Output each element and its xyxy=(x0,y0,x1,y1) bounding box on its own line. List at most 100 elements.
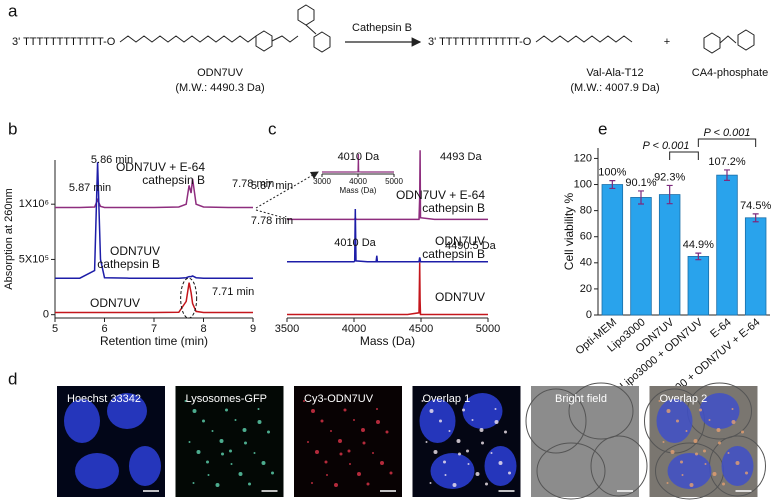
x-tick-label: 8 xyxy=(200,323,206,335)
structure xyxy=(271,35,299,43)
puncta xyxy=(693,439,698,443)
bar xyxy=(716,174,738,316)
puncta xyxy=(716,428,721,432)
y-tick-label: 60 xyxy=(580,231,592,243)
puncta xyxy=(745,471,748,475)
puncta xyxy=(681,474,684,476)
puncta xyxy=(494,408,497,410)
puncta xyxy=(727,452,730,454)
value-label: 74.5% xyxy=(740,200,771,212)
panel-label: d xyxy=(8,369,17,388)
puncta xyxy=(385,430,389,434)
puncta xyxy=(712,472,717,476)
puncta xyxy=(685,430,688,432)
strand: 3' TTTTTTTTTTTT-O xyxy=(12,36,116,48)
puncta xyxy=(196,450,201,454)
error-bar xyxy=(638,190,644,205)
y-tick-label: 120 xyxy=(574,152,592,164)
puncta xyxy=(330,430,332,432)
puncta xyxy=(248,482,251,486)
puncta xyxy=(467,463,470,465)
puncta xyxy=(658,400,661,402)
x-tick-label: 4500 xyxy=(409,323,433,335)
annotation: 7.78 min xyxy=(232,178,274,190)
x-tick-label: 9 xyxy=(250,323,256,335)
bracket xyxy=(669,151,699,160)
bar xyxy=(630,197,652,316)
inset-annotation: 4010 Da xyxy=(338,151,380,163)
bracket xyxy=(697,138,757,147)
ring xyxy=(297,4,315,26)
bar xyxy=(744,217,767,316)
series-label: ODN7UV + E-64 xyxy=(396,188,485,202)
annotation: 4010 Da xyxy=(334,237,376,249)
puncta xyxy=(741,430,744,434)
puncta xyxy=(338,439,342,443)
puncta xyxy=(362,441,366,445)
trace xyxy=(287,208,488,263)
puncta xyxy=(257,420,262,424)
puncta xyxy=(475,472,480,476)
strand: 3' TTTTTTTTTTTT-O xyxy=(428,36,532,48)
puncta xyxy=(443,460,446,464)
puncta xyxy=(504,430,507,434)
puncta xyxy=(207,474,210,476)
x-tick-label: 6 xyxy=(101,323,107,335)
y-tick-label: 5X10⁵ xyxy=(19,253,49,265)
structure xyxy=(719,35,737,44)
inset-tick-label: 5000 xyxy=(385,177,403,186)
x-axis-label: Mass (Da) xyxy=(360,334,415,348)
link-label: 5.87 min xyxy=(251,180,293,192)
y-tick-label: 40 xyxy=(580,257,592,269)
image-label: Cy3-ODN7UV xyxy=(304,393,374,405)
image-label: Hoechst 33342 xyxy=(67,393,141,405)
trace xyxy=(55,162,253,279)
y-tick-label: 20 xyxy=(580,283,592,295)
puncta xyxy=(471,419,474,421)
puncta xyxy=(689,483,694,487)
trace xyxy=(287,262,488,316)
x-tick-label: 5 xyxy=(52,323,58,335)
value-label: 44.9% xyxy=(683,239,714,251)
inset-trace xyxy=(322,153,394,173)
error-bar xyxy=(609,180,616,190)
puncta xyxy=(722,482,725,486)
nucleus xyxy=(129,446,161,486)
puncta xyxy=(361,428,365,432)
puncta xyxy=(452,483,457,487)
series-label: ODN7UV + E-64 xyxy=(116,160,205,174)
puncta xyxy=(490,452,493,454)
ring xyxy=(255,30,273,52)
structure xyxy=(535,35,633,43)
puncta xyxy=(221,452,224,456)
puncta xyxy=(718,441,721,445)
puncta xyxy=(334,483,338,487)
series-label: cathepsin B xyxy=(422,247,485,261)
puncta xyxy=(242,428,247,432)
micrograph xyxy=(531,386,639,497)
puncta xyxy=(485,482,488,486)
bar xyxy=(658,194,681,316)
puncta xyxy=(456,439,461,443)
puncta xyxy=(229,449,232,453)
puncta xyxy=(425,441,428,443)
y-axis-label: Absorption at 260nm xyxy=(3,188,15,290)
inset-tick-label: 3000 xyxy=(313,177,331,186)
puncta xyxy=(708,419,711,421)
puncta xyxy=(731,420,736,424)
puncta xyxy=(311,482,313,484)
cell-outline xyxy=(590,435,648,497)
bar xyxy=(687,256,710,316)
compound-mw: (M.W.: 4007.9 Da) xyxy=(570,82,659,94)
puncta xyxy=(666,409,671,413)
image-label: Overlap 1 xyxy=(423,393,471,405)
compound-mw: (M.W.: 4490.3 Da) xyxy=(175,82,264,94)
panel-label: b xyxy=(8,119,17,138)
puncta xyxy=(508,471,511,475)
x-tick-label: 4000 xyxy=(342,323,366,335)
puncta xyxy=(230,463,233,465)
y-tick-label: 100 xyxy=(574,178,592,190)
puncta xyxy=(261,461,266,465)
puncta xyxy=(444,474,447,476)
